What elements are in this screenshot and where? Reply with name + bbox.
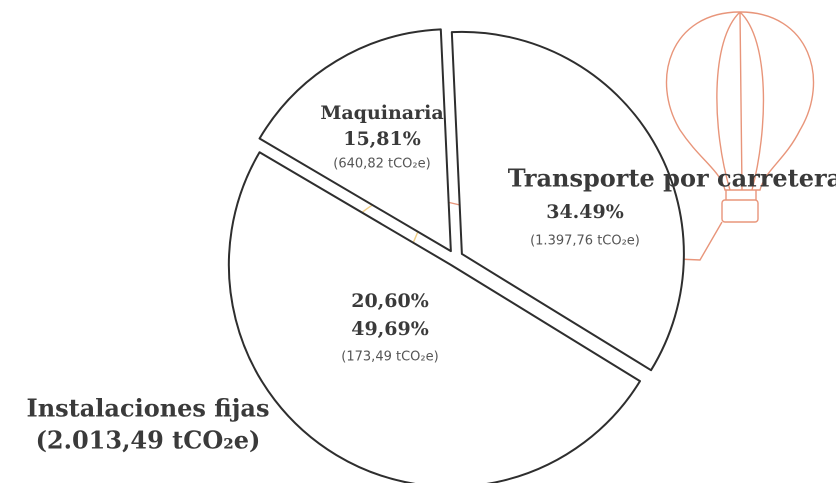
annotation: (173,49 tCO₂e): [341, 350, 438, 365]
annotation: (640,82 tCO₂e): [333, 157, 430, 172]
value-label: 15,81%: [343, 128, 421, 150]
pie-slice: [450, 30, 685, 372]
value-label: 49,69%: [351, 318, 429, 340]
pie-slice: [227, 151, 642, 483]
annotation: (2.013,49 tCO₂e): [36, 426, 261, 455]
value-label: 34.49%: [546, 201, 624, 223]
pie-slice: [258, 28, 452, 253]
category-label: Maquinaria: [320, 102, 443, 124]
balloon-decoration: [654, 11, 815, 261]
annotation: (1.397,76 tCO₂e): [530, 234, 640, 249]
category-label: Transporte por carretera: [508, 164, 836, 193]
category-label: Instalaciones fijas: [26, 394, 269, 423]
annotation: 20,60%: [351, 290, 429, 312]
